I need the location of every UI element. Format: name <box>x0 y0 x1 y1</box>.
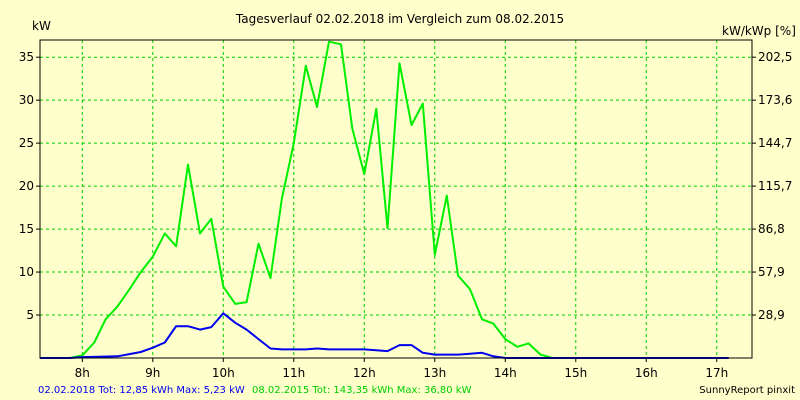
y-tick-label-left: 15 <box>19 222 34 236</box>
y-tick-label-left: 5 <box>26 308 34 322</box>
y-tick-label-right: 57,9 <box>758 265 785 279</box>
legend: 02.02.2018 Tot: 12,85 kWh Max: 5,23 kW 0… <box>38 385 472 396</box>
y-tick-label-right: 115,7 <box>758 179 792 193</box>
x-tick-label: 17h <box>705 366 728 380</box>
y-tick-label-right: 202,5 <box>758 50 792 64</box>
x-tick-label: 14h <box>494 366 517 380</box>
chart-title: Tagesverlauf 02.02.2018 im Vergleich zum… <box>235 12 564 26</box>
y-tick-label-right: 144,7 <box>758 136 792 150</box>
y-tick-label-left: 30 <box>19 93 34 107</box>
x-tick-label: 12h <box>353 366 376 380</box>
x-tick-label: 15h <box>564 366 587 380</box>
y-tick-label-left: 20 <box>19 179 34 193</box>
y-tick-label-left: 35 <box>19 50 34 64</box>
plot-border <box>39 39 753 359</box>
x-tick-label: 13h <box>423 366 446 380</box>
x-tick-label: 9h <box>145 366 160 380</box>
x-tick-label: 10h <box>212 366 235 380</box>
x-tick-label: 8h <box>75 366 90 380</box>
y-tick-label-left: 10 <box>19 265 34 279</box>
legend-entry-2015: 08.02.2015 Tot: 143,35 kWh Max: 36,80 kW <box>252 385 472 396</box>
y-axis-right-label: kW/kWp [%] <box>722 24 796 38</box>
y-tick-label-left: 25 <box>19 136 34 150</box>
legend-entry-2018: 02.02.2018 Tot: 12,85 kWh Max: 5,23 kW <box>38 385 245 396</box>
y-axis-left-label: kW <box>32 19 51 33</box>
credit-text: SunnyReport pinxit <box>699 385 795 396</box>
axis-ticks: 8h 9h 10h 11h 12h 13h 14h 15h 16h 17h 5 10 15 20 25 30 3… <box>19 50 793 380</box>
x-tick-label: 11h <box>282 366 305 380</box>
y-tick-label-right: 86,8 <box>758 222 785 236</box>
y-tick-label-right: 28,9 <box>758 308 785 322</box>
x-tick-label: 16h <box>635 366 658 380</box>
y-tick-label-right: 173,6 <box>758 93 792 107</box>
